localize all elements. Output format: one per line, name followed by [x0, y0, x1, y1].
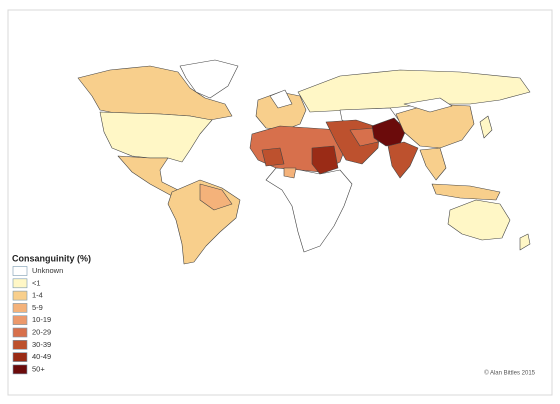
- iran: [349, 127, 379, 147]
- indochina: [419, 147, 447, 181]
- legend-swatch: [12, 315, 28, 326]
- legend-swatch: [12, 339, 28, 350]
- legend-swatch: [12, 327, 28, 338]
- legend-label: <1: [32, 278, 41, 287]
- legend-label: 20-29: [32, 327, 51, 336]
- west-sahel: [261, 147, 285, 167]
- mongolia: [403, 97, 453, 113]
- sudan: [311, 145, 339, 175]
- legend-swatch: [12, 352, 28, 362]
- greenland: [179, 59, 239, 99]
- legend-label: 30-39: [32, 340, 51, 349]
- legend-label: 40-49: [32, 352, 51, 361]
- indonesia: [431, 183, 501, 201]
- scandinavia: [269, 89, 293, 109]
- central-america: [117, 155, 179, 197]
- legend-label: 1-4: [32, 291, 43, 300]
- brazil-north: [199, 183, 233, 211]
- credit: © Alan Bittles 2015: [484, 370, 535, 377]
- new-zealand: [519, 233, 531, 251]
- legend-title: Consanguinity (%): [12, 253, 91, 263]
- legend-label: 50+: [32, 364, 45, 373]
- legend-label: 5-9: [32, 303, 43, 312]
- india: [387, 141, 419, 179]
- legend-label: 10-19: [32, 315, 51, 324]
- sub-saharan-africa: [265, 167, 353, 253]
- legend-swatch: [12, 303, 28, 313]
- legend: Unknown <1 1-4 5-9 10-19 20-29 30-39 40-49 50+: [12, 266, 63, 375]
- world-map: [77, 59, 531, 265]
- legend-swatch: [12, 266, 28, 276]
- canada: [77, 65, 233, 121]
- nigeria: [283, 167, 297, 179]
- legend-label: Unknown: [32, 266, 63, 275]
- legend-swatch: [12, 364, 28, 375]
- legend-swatch: [12, 278, 28, 289]
- legend-swatch: [12, 290, 28, 301]
- japan: [479, 115, 493, 139]
- usa: [99, 111, 213, 163]
- australia: [447, 199, 511, 241]
